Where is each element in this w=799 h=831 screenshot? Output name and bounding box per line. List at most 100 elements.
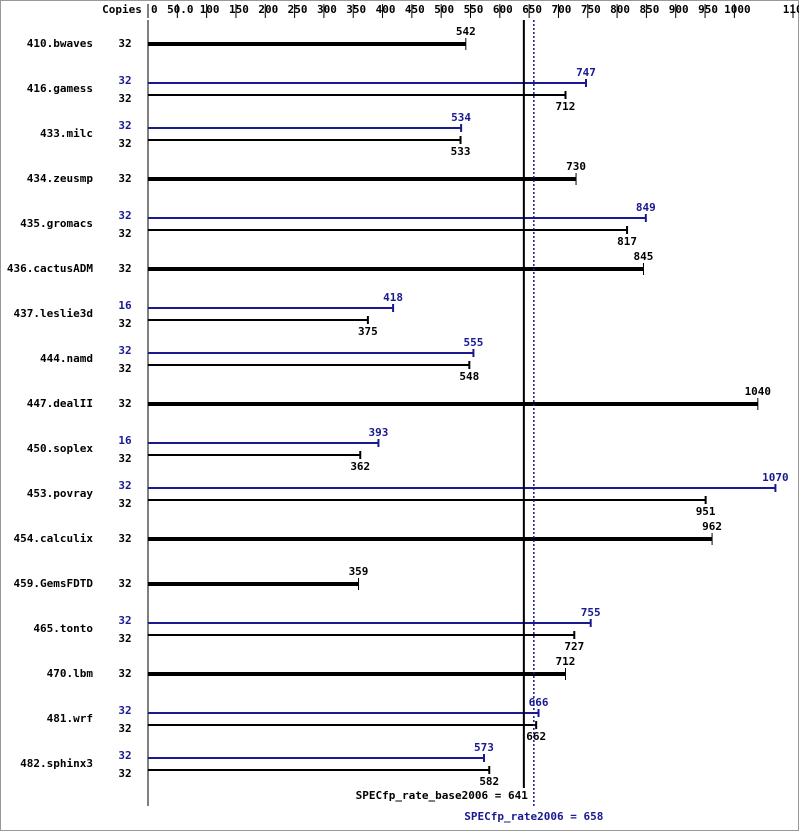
bar [148, 229, 628, 231]
bar [148, 487, 776, 489]
x-tick-label: 1100 [783, 3, 799, 16]
value-label: 548 [459, 370, 479, 383]
benchmark-name: 437.leslie3d [14, 307, 93, 320]
value-label: 555 [463, 336, 483, 349]
value-label: 962 [702, 520, 722, 533]
copies: 32 [118, 497, 131, 510]
bar [148, 319, 368, 321]
bar [148, 712, 539, 714]
x-tick-label: 0 [151, 3, 158, 16]
copies: 32 [118, 452, 131, 465]
bar [148, 724, 537, 726]
benchmark-name: 410.bwaves [27, 37, 93, 50]
copies: 32 [118, 172, 131, 185]
copies: 32 [118, 74, 131, 87]
bar [148, 352, 474, 354]
value-label: 1040 [745, 385, 772, 398]
bar [148, 499, 706, 501]
value-label: 573 [474, 741, 494, 754]
copies: 32 [118, 577, 131, 590]
x-tick-label: 900 [669, 3, 689, 16]
copies: 32 [118, 532, 131, 545]
copies: 32 [118, 704, 131, 717]
x-tick-label: 950 [698, 3, 718, 16]
base-score-label: SPECfp_rate_base2006 = 641 [356, 789, 529, 802]
x-tick-label: 350 [346, 3, 366, 16]
benchmark-name: 436.cactusADM [7, 262, 93, 275]
x-tick-label: 250 [288, 3, 308, 16]
bar [148, 622, 591, 624]
benchmark-name: 447.dealII [27, 397, 93, 410]
bar [148, 672, 566, 676]
value-label: 666 [529, 696, 549, 709]
bar [148, 364, 470, 366]
value-label: 534 [451, 111, 471, 124]
copies: 32 [118, 479, 131, 492]
peak-score-label: SPECfp_rate2006 = 658 [464, 810, 603, 823]
value-label: 393 [369, 426, 389, 439]
benchmark-name: 465.tonto [33, 622, 93, 635]
copies: 16 [118, 299, 132, 312]
benchmark-name: 453.povray [27, 487, 94, 500]
copies: 32 [118, 749, 131, 762]
copies: 32 [118, 209, 131, 222]
benchmark-name: 454.calculix [14, 532, 94, 545]
x-tick-label: 150 [229, 3, 249, 16]
copies: 32 [118, 614, 131, 627]
benchmark-name: 481.wrf [47, 712, 93, 725]
value-label: 662 [526, 730, 546, 743]
x-tick-label: 650 [522, 3, 542, 16]
value-label: 362 [350, 460, 370, 473]
x-tick-label: 600 [493, 3, 513, 16]
bar [148, 769, 490, 771]
copies: 32 [118, 344, 131, 357]
value-label: 418 [383, 291, 403, 304]
copies: 32 [118, 137, 131, 150]
value-label: 730 [566, 160, 586, 173]
copies: 32 [118, 317, 131, 330]
x-tick-label: 850 [639, 3, 659, 16]
bar [148, 177, 577, 181]
copies: 32 [118, 92, 131, 105]
value-label: 727 [564, 640, 584, 653]
copies: 32 [118, 227, 131, 240]
value-label: 755 [581, 606, 601, 619]
benchmark-name: 444.namd [40, 352, 93, 365]
bar [148, 42, 466, 46]
benchmark-name: 470.lbm [47, 667, 94, 680]
copies: 32 [118, 362, 131, 375]
value-label: 747 [576, 66, 596, 79]
value-label: 375 [358, 325, 378, 338]
bar [148, 139, 461, 141]
bar [148, 82, 587, 84]
benchmark-name: 433.milc [40, 127, 93, 140]
copies: 32 [118, 37, 131, 50]
x-tick-label: 100 [200, 3, 220, 16]
bar [148, 217, 646, 219]
copies: 16 [118, 434, 132, 447]
x-tick-label: 500 [434, 3, 454, 16]
x-tick-label: 400 [376, 3, 396, 16]
value-label: 712 [556, 100, 576, 113]
bar [148, 307, 394, 309]
value-label: 845 [634, 250, 654, 263]
x-tick-label: 50.0 [167, 3, 194, 16]
copies: 32 [118, 667, 131, 680]
bar [148, 634, 575, 636]
bar [148, 757, 484, 759]
bar [148, 582, 359, 586]
value-label: 951 [696, 505, 716, 518]
benchmark-name: 416.gamess [27, 82, 93, 95]
bar [148, 267, 644, 271]
value-label: 542 [456, 25, 476, 38]
x-tick-label: 1000 [724, 3, 751, 16]
copies: 32 [118, 397, 131, 410]
x-tick-label: 700 [552, 3, 572, 16]
copies: 32 [118, 722, 131, 735]
x-tick-label: 200 [258, 3, 278, 16]
x-tick-label: 300 [317, 3, 337, 16]
copies: 32 [118, 119, 131, 132]
value-label: 359 [349, 565, 369, 578]
